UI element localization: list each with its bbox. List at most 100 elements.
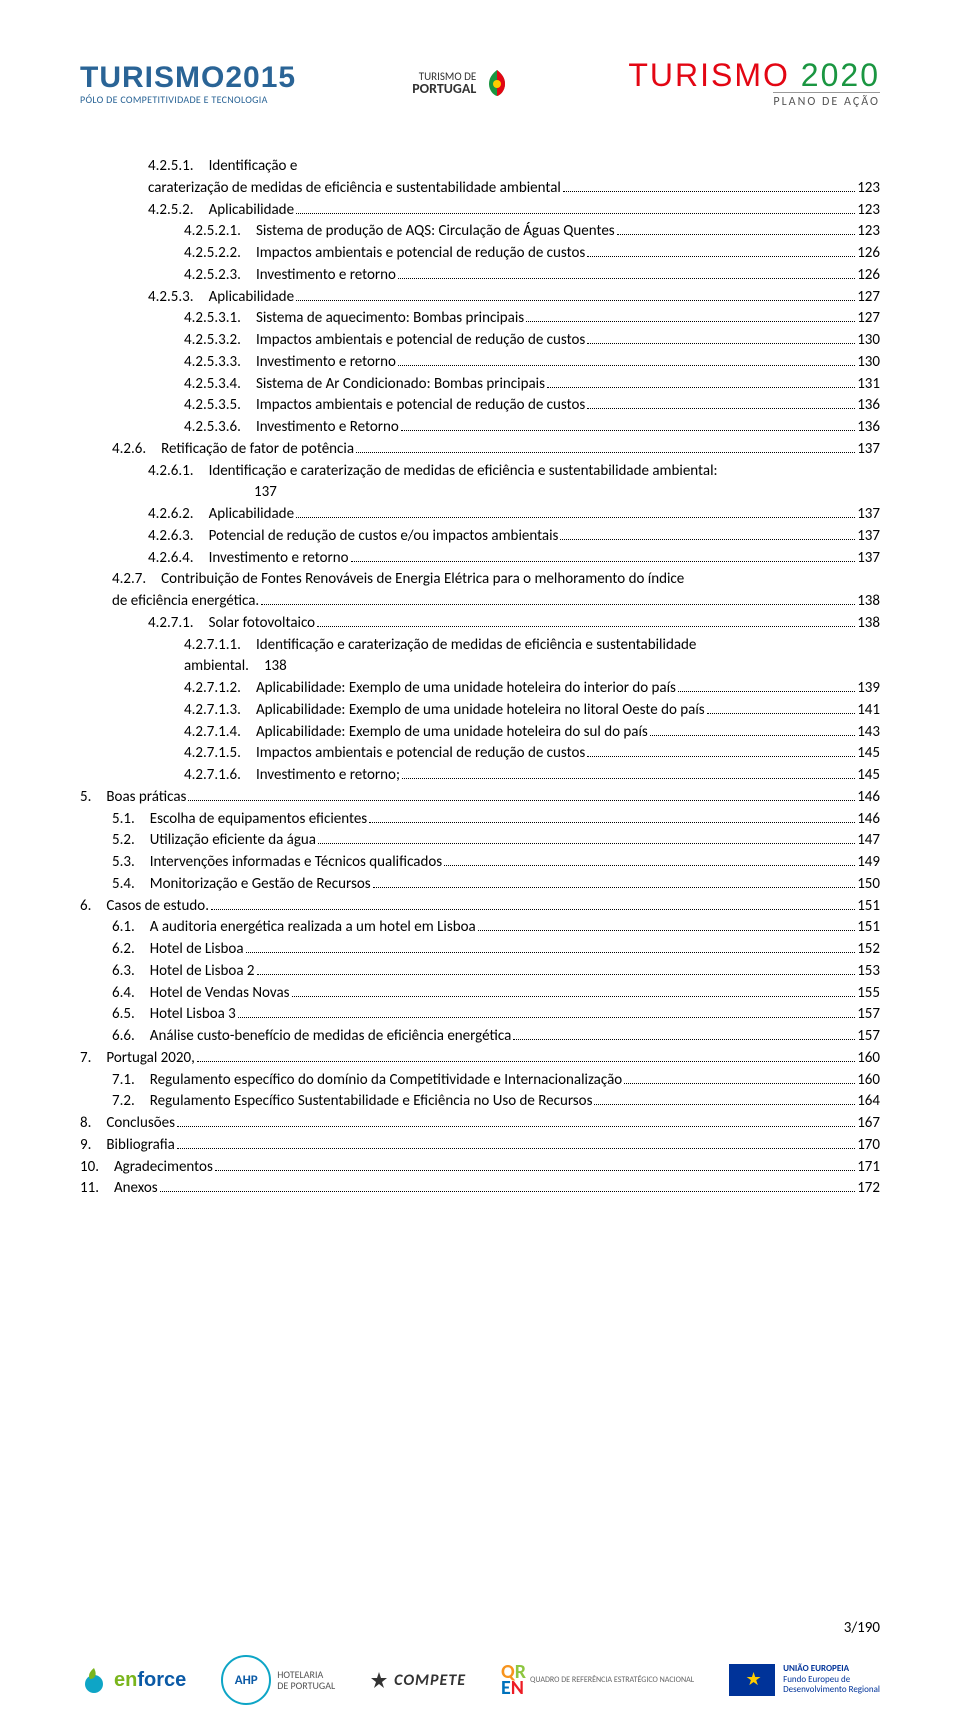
toc-entry: 4.2.5.3.4. Sistema de Ar Condicionado: B… <box>80 374 880 396</box>
toc-number: 4.2.7.1. <box>148 613 209 635</box>
toc-entry: 4.2.5.3. Aplicabilidade127 <box>80 287 880 309</box>
toc-leader <box>624 1083 855 1084</box>
toc-leader <box>197 1061 855 1062</box>
toc-page: 147 <box>857 830 880 852</box>
toc-label: Aplicabilidade: Exemplo de uma unidade h… <box>256 700 705 722</box>
logo-compete: COMPETE <box>370 1671 466 1690</box>
toc-leader <box>587 408 855 409</box>
toc-entry: 10. Agradecimentos171 <box>80 1157 880 1179</box>
toc-number: 4.2.5.1. <box>148 156 209 178</box>
toc-entry: 5.4. Monitorização e Gestão de Recursos1… <box>80 874 880 896</box>
logo-enforce: enforce <box>80 1666 186 1694</box>
toc-page: 137 <box>857 504 880 526</box>
toc-leader <box>678 691 855 692</box>
toc-leader <box>188 800 855 801</box>
toc-number: 4.2.5.3.4. <box>184 374 256 396</box>
logo-right-sub: PLANO DE AÇÃO <box>773 92 880 109</box>
eu-line1: UNIÃO EUROPEIA <box>783 1663 849 1674</box>
ahp-line2: DE PORTUGAL <box>277 1680 335 1691</box>
compete-star-icon <box>370 1671 388 1689</box>
toc-label: Bibliografia <box>106 1135 174 1157</box>
toc-entry: caraterização de medidas de eficiência e… <box>80 178 880 200</box>
toc-leader <box>177 1126 855 1127</box>
toc-leader <box>215 1170 855 1171</box>
toc-leader <box>617 234 856 235</box>
toc-entry: 4.2.5.2.1. Sistema de produção de AQS: C… <box>80 221 880 243</box>
toc-entry: 9. Bibliografia170 <box>80 1135 880 1157</box>
toc-leader <box>296 300 855 301</box>
toc-label: Escolha de equipamentos eficientes <box>150 809 367 831</box>
toc-label: Hotel Lisboa 3 <box>150 1004 236 1026</box>
toc-label: Casos de estudo. <box>106 896 209 918</box>
toc-number: 10. <box>80 1157 114 1179</box>
toc-leader <box>373 887 856 888</box>
toc-label: Retificação de fator de potência <box>161 439 354 461</box>
toc-label: Análise custo-benefício de medidas de ef… <box>150 1026 511 1048</box>
toc-page: 167 <box>857 1113 880 1135</box>
toc-leader <box>177 1148 855 1149</box>
toc-leader <box>402 778 855 779</box>
toc-page: 123 <box>857 178 880 200</box>
toc-page: 172 <box>857 1178 880 1200</box>
toc-label: Regulamento Específico Sustentabilidade … <box>150 1091 593 1113</box>
toc-label: Hotel de Lisboa <box>150 939 244 961</box>
toc-page: 139 <box>857 678 880 700</box>
toc-entry: 6.2. Hotel de Lisboa152 <box>80 939 880 961</box>
toc-page: 153 <box>857 961 880 983</box>
toc-leader <box>401 430 855 431</box>
toc-page: 138 <box>857 591 880 613</box>
toc-label: Hotel de Vendas Novas <box>150 983 290 1005</box>
toc-number: 4.2.7.1.5. <box>184 743 256 765</box>
toc-leader <box>369 822 855 823</box>
compete-text: COMPETE <box>394 1671 466 1690</box>
toc-entry: 4.2.5.3.6. Investimento e Retorno136 <box>80 417 880 439</box>
table-of-contents: 4.2.5.1. Identificação ecaraterização de… <box>80 156 880 1200</box>
toc-entry: 4.2.7.1.2. Aplicabilidade: Exemplo de um… <box>80 678 880 700</box>
toc-entry: 4.2.6.3. Potencial de redução de custos … <box>80 526 880 548</box>
toc-entry: 4.2.5.3.3. Investimento e retorno130 <box>80 352 880 374</box>
toc-page: 130 <box>857 352 880 374</box>
toc-number: 4.2.5.2. <box>148 200 209 222</box>
toc-entry: 7. Portugal 2020,160 <box>80 1048 880 1070</box>
toc-number: 4.2.6.1. <box>148 461 209 483</box>
toc-number: 4.2.5.2.1. <box>184 221 256 243</box>
toc-number: 4.2.5.3. <box>148 287 209 309</box>
toc-leader <box>238 1017 855 1018</box>
toc-entry: 4.2.5.2.2. Impactos ambientais e potenci… <box>80 243 880 265</box>
toc-page: 130 <box>857 330 880 352</box>
toc-number: 4.2.6.4. <box>148 548 209 570</box>
toc-number: 4.2.6.3. <box>148 526 209 548</box>
toc-number: 4.2.5.3.1. <box>184 308 256 330</box>
page-header: TURISMO2015 PÓLO DE COMPETITIVIDADE E TE… <box>80 0 880 138</box>
toc-entry: 4.2.5.2.3. Investimento e retorno126 <box>80 265 880 287</box>
toc-label: Aplicabilidade <box>209 200 294 222</box>
toc-label: Impactos ambientais e potencial de reduç… <box>256 743 585 765</box>
toc-number: 9. <box>80 1135 106 1157</box>
logo-left-title: TURISMO <box>80 61 225 94</box>
toc-number: 4.2.6.2. <box>148 504 209 526</box>
logo-turismo-portugal: TURISMO DE PORTUGAL <box>412 68 512 98</box>
toc-leader <box>587 256 855 257</box>
toc-number: 5.2. <box>112 830 150 852</box>
toc-label: Boas práticas <box>106 787 186 809</box>
toc-entry: 4.2.6.4. Investimento e retorno137 <box>80 548 880 570</box>
toc-label: caraterização de medidas de eficiência e… <box>148 178 561 200</box>
toc-number: 4.2.7.1.6. <box>184 765 256 787</box>
toc-page: 123 <box>857 221 880 243</box>
qren-text: QUADRO DE REFERÊNCIA ESTRATÉGICO NACIONA… <box>530 1676 694 1684</box>
toc-leader <box>318 843 855 844</box>
toc-label: A auditoria energética realizada a um ho… <box>150 917 476 939</box>
toc-leader <box>398 365 855 366</box>
logo-left-year: 2015 <box>225 61 296 94</box>
eu-line2: Fundo Europeu de <box>783 1674 850 1685</box>
toc-entry: 7.1. Regulamento específico do domínio d… <box>80 1070 880 1092</box>
toc-label: Intervenções informadas e Técnicos quali… <box>150 852 442 874</box>
toc-entry: de eficiência energética.138 <box>80 591 880 613</box>
toc-number: 5.1. <box>112 809 150 831</box>
toc-leader <box>526 321 855 322</box>
toc-entry: 4.2.6. Retificação de fator de potência1… <box>80 439 880 461</box>
toc-label: 137 <box>254 482 277 504</box>
toc-number: 6. <box>80 896 106 918</box>
toc-label: Conclusões <box>106 1113 175 1135</box>
logo-left-sub: PÓLO DE COMPETITIVIDADE E TECNOLOGIA <box>80 93 296 106</box>
